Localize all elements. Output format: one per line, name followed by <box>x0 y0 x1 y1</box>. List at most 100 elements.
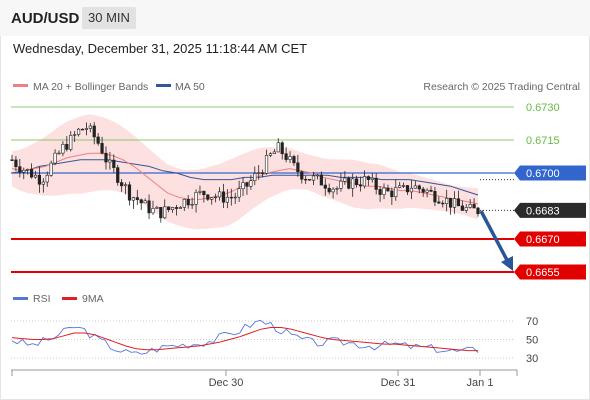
candle <box>425 188 429 198</box>
main-legend: MA 20 + Bollinger Bands MA 50 Research ©… <box>13 81 580 93</box>
x-tick-label: Dec 31 <box>381 377 416 389</box>
candle <box>123 182 128 195</box>
candle <box>41 178 45 193</box>
candle <box>370 172 374 183</box>
candle <box>433 187 437 207</box>
candle <box>460 200 464 212</box>
candle <box>135 189 139 205</box>
candle <box>421 186 425 197</box>
candle <box>139 198 143 210</box>
level-label: 0.6730 <box>526 102 560 114</box>
rsi-ma-line <box>11 327 478 352</box>
candle <box>26 168 30 175</box>
candle <box>155 205 159 209</box>
x-tick-label: Jan 1 <box>467 377 494 389</box>
level-badge <box>514 165 586 181</box>
rsi-ma-legend-swatch <box>62 297 77 300</box>
header-bar: AUD/USD 30 MIN <box>0 0 590 36</box>
bollinger-bands <box>12 114 478 230</box>
candle <box>347 176 351 190</box>
candle <box>300 170 304 184</box>
candle <box>221 183 226 209</box>
candle <box>225 189 229 209</box>
candle <box>198 185 202 195</box>
ma20-legend-swatch <box>13 84 28 87</box>
credit-label: Research © 2025 Trading Central <box>423 81 580 93</box>
candle <box>143 198 147 204</box>
rsi-legend: RSI 9MA <box>13 293 104 305</box>
candle <box>268 152 273 158</box>
rsi-tick-label: 70 <box>526 316 538 328</box>
candle <box>76 127 81 137</box>
candle <box>452 191 457 214</box>
level-badge <box>514 231 586 247</box>
candle <box>29 163 34 179</box>
candle <box>335 186 339 195</box>
candle <box>456 190 461 207</box>
rsi-tick-label: 30 <box>526 353 538 365</box>
rsi-ma-legend-label: 9MA <box>82 293 104 305</box>
candle <box>311 171 316 186</box>
candle <box>233 192 237 204</box>
candle <box>22 167 26 180</box>
rsi-line <box>11 319 479 355</box>
candle <box>374 173 378 195</box>
candle <box>84 122 89 136</box>
candle <box>120 179 124 192</box>
candle <box>390 187 394 205</box>
ma20-legend-label: MA 20 + Bollinger Bands <box>33 81 148 93</box>
candle <box>472 198 476 209</box>
candle <box>257 165 261 180</box>
level-badges: 0.6730 0.6715 0.6700 0.6670 0.6655 0.6683 <box>514 102 586 280</box>
candle <box>448 198 453 215</box>
last-price-label: 0.6683 <box>526 205 560 217</box>
level-badge-label: 0.6700 <box>526 168 560 180</box>
candle <box>288 151 292 164</box>
candle <box>386 184 390 192</box>
candle <box>304 175 308 184</box>
candle <box>245 181 249 195</box>
candle <box>272 149 276 155</box>
candle <box>331 187 335 199</box>
timeframe-button[interactable]: 30 MIN <box>82 7 136 29</box>
candle <box>319 171 323 186</box>
candle <box>401 182 406 188</box>
candle <box>355 175 359 188</box>
candle <box>100 136 104 155</box>
candle <box>229 188 233 206</box>
candle <box>437 196 441 204</box>
candle <box>170 206 175 213</box>
candle <box>315 174 320 180</box>
candle <box>163 199 167 220</box>
candle <box>464 204 468 214</box>
candle <box>249 174 253 190</box>
candle <box>343 171 347 185</box>
candle <box>417 184 421 194</box>
candle <box>57 150 61 155</box>
candle <box>308 179 312 181</box>
candle <box>65 136 69 152</box>
candle <box>429 185 433 193</box>
bollinger-band-area <box>12 114 478 230</box>
last-price-badge <box>514 202 586 218</box>
candle <box>284 147 288 163</box>
ma50-line <box>11 159 479 196</box>
ma50-legend-swatch <box>156 84 171 87</box>
candle <box>276 138 280 153</box>
candle <box>292 154 296 166</box>
candle <box>296 154 300 177</box>
candle <box>339 172 343 192</box>
candle <box>358 176 363 192</box>
candle <box>49 160 53 177</box>
candle <box>323 178 327 196</box>
candle <box>210 197 214 205</box>
candle <box>202 190 206 203</box>
candle <box>33 170 38 179</box>
candle <box>80 128 85 131</box>
candle <box>351 173 355 197</box>
candle <box>378 185 382 202</box>
candle <box>206 194 210 201</box>
candle <box>362 170 367 189</box>
candle <box>151 200 155 215</box>
